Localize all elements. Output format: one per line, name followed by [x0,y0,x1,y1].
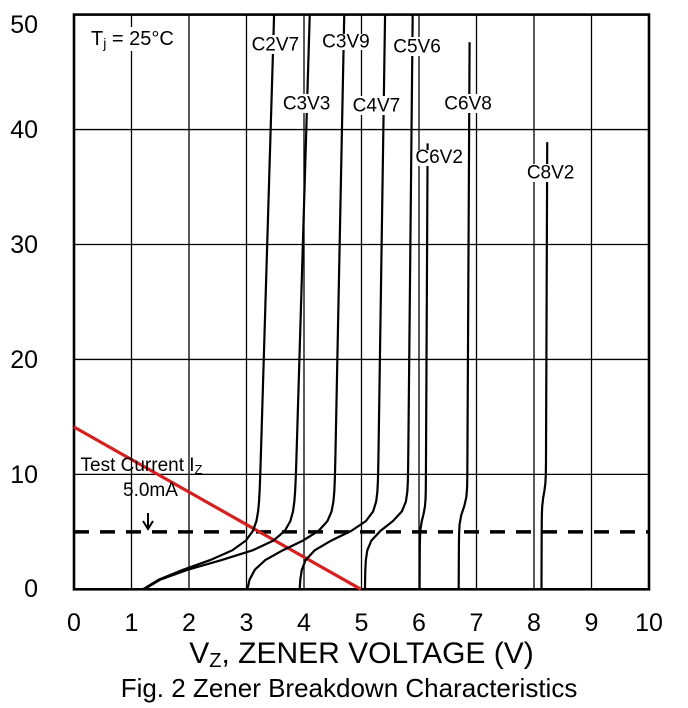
svg-text:2: 2 [182,609,196,637]
svg-text:9: 9 [585,609,599,637]
svg-text:40: 40 [10,116,38,144]
svg-text:C5V6: C5V6 [393,37,441,58]
svg-text:50: 50 [10,11,38,39]
svg-text:C2V7: C2V7 [252,35,300,56]
svg-text:30: 30 [10,231,38,259]
svg-text:3: 3 [240,609,254,637]
svg-text:Fig. 2 Zener Breakdown Charac: Fig. 2 Zener Breakdown Characteristics [121,673,578,703]
svg-text:5: 5 [355,609,369,637]
svg-text:Test Current IZ: Test Current IZ [81,455,203,477]
svg-text:8: 8 [527,609,541,637]
svg-text:C3V9: C3V9 [322,32,370,53]
svg-text:C4V7: C4V7 [353,96,401,117]
svg-text:C6V8: C6V8 [444,94,492,115]
svg-text:VZ, ZENER VOLTAGE (V): VZ, ZENER VOLTAGE (V) [189,637,534,672]
svg-text:10: 10 [10,461,38,489]
svg-text:20: 20 [10,346,38,374]
svg-text:C8V2: C8V2 [527,163,575,184]
svg-text:7: 7 [470,609,484,637]
svg-text:5.0mA: 5.0mA [123,480,178,501]
svg-text:0: 0 [67,609,81,637]
svg-text:6: 6 [412,609,426,637]
svg-text:C6V2: C6V2 [415,147,463,168]
svg-text:10: 10 [635,609,663,637]
svg-text:C3V3: C3V3 [283,94,331,115]
svg-text:1: 1 [125,609,139,637]
svg-text:4: 4 [297,609,311,637]
svg-text:0: 0 [24,575,38,603]
